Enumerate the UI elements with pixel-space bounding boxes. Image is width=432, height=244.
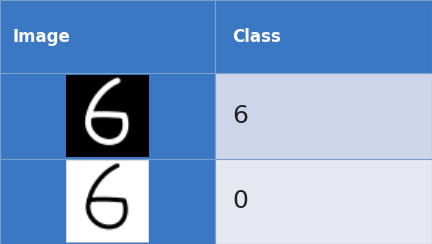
Bar (0, 73, 215, 159)
Text: Image: Image (13, 28, 71, 46)
Bar (0, 0, 215, 73)
Text: Class: Class (232, 28, 281, 46)
Text: 0: 0 (232, 189, 248, 213)
Bar (215, 73, 432, 159)
Bar (215, 159, 432, 244)
Bar (0, 159, 215, 244)
Text: 6: 6 (232, 104, 248, 128)
Bar (215, 0, 432, 73)
